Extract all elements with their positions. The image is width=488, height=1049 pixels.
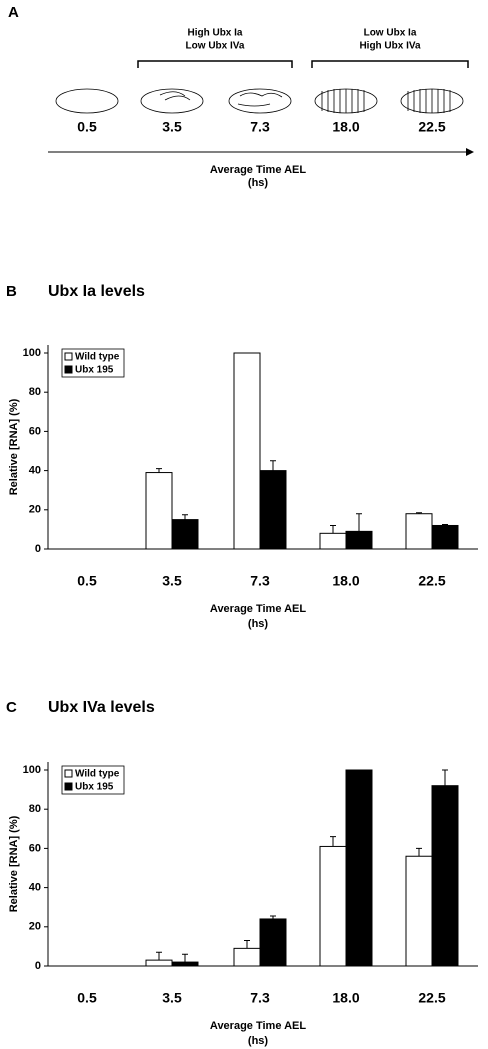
panel-label: A [8,4,19,21]
bracket [137,60,293,68]
y-axis-label: Relative [RNA] (%) [8,398,20,495]
embryo-detail [159,91,191,101]
error-bar [442,769,448,786]
chart-title: Ubx Ia levels [48,283,145,300]
bar [345,530,373,550]
error-bar [270,915,276,919]
group-label: High Ubx Ia [187,28,242,39]
bar [345,769,373,967]
x-axis-label: (hs) [248,618,269,630]
time-label: 3.5 [162,119,182,135]
embryo-segments [407,89,451,113]
error-bar [330,836,336,847]
chart-title: Ubx IVa levels [48,699,155,716]
bar [233,947,261,967]
y-tick-label: 60 [29,842,41,854]
bracket [311,60,469,68]
error-bar [270,460,276,471]
bar [431,524,459,550]
y-tick-label: 80 [29,386,41,398]
group-label: Low Ubx IVa [186,41,245,52]
y-tick-label: 100 [23,347,41,359]
error-bar [156,951,162,961]
legend-swatch [64,769,73,778]
axis-label: (hs) [248,177,269,189]
panel-label: B [6,283,17,300]
bar [405,855,433,967]
legend-swatch [64,365,73,374]
bar [431,785,459,967]
x-tick-label: 3.5 [162,990,182,1006]
embryo [140,88,204,114]
y-tick-label: 0 [35,960,41,972]
x-axis-label: Average Time AEL [210,1020,306,1032]
y-tick-label: 100 [23,764,41,776]
legend-label: Wild type [75,769,120,780]
embryo [55,88,119,114]
x-tick-label: 22.5 [418,573,445,589]
x-axis-label: Average Time AEL [210,603,306,615]
x-tick-label: 18.0 [332,573,359,589]
axis-label: Average Time AEL [210,164,306,176]
error-bar [182,514,188,520]
y-axis-label: Relative [RNA] (%) [8,815,20,912]
y-tick-label: 40 [29,465,41,477]
error-bar [330,524,336,534]
bar [145,959,173,967]
error-bar [356,513,362,532]
embryos [55,88,464,114]
time-label: 22.5 [418,119,445,135]
x-tick-label: 18.0 [332,990,359,1006]
bar [405,513,433,550]
bar [319,532,347,550]
bar [259,918,287,967]
legend-swatch [64,352,73,361]
bar [145,472,173,550]
error-bar [182,953,188,963]
group-label: Low Ubx Ia [364,28,417,39]
group-label: High Ubx IVa [359,41,421,52]
x-tick-label: 0.5 [77,990,97,1006]
error-bar [416,512,422,514]
y-tick-label: 20 [29,921,41,933]
bar [319,845,347,967]
x-axis-label: (hs) [248,1035,269,1047]
embryo-detail [237,92,283,107]
embryo-segments [321,89,365,113]
bar [171,961,199,967]
x-tick-label: 3.5 [162,573,182,589]
bar [259,470,287,550]
time-label: 18.0 [332,119,359,135]
x-tick-label: 7.3 [250,990,270,1006]
legend-label: Ubx 195 [75,365,114,376]
legend-box [61,348,125,378]
legend-swatch [64,782,73,791]
legend-label: Ubx 195 [75,782,114,793]
legend-label: Wild type [75,352,120,363]
time-label: 7.3 [250,119,270,135]
y-tick-label: 40 [29,882,41,894]
bar [171,519,199,550]
y-tick-label: 20 [29,504,41,516]
error-bar [416,847,422,857]
error-bar [156,468,162,473]
arrow-head [466,148,474,156]
time-label: 0.5 [77,119,97,135]
y-tick-label: 60 [29,425,41,437]
error-bar [244,940,250,949]
panel-label: C [6,699,17,716]
y-tick-label: 80 [29,803,41,815]
x-tick-label: 22.5 [418,990,445,1006]
x-tick-label: 7.3 [250,573,270,589]
x-tick-label: 0.5 [77,573,97,589]
legend-box [61,765,125,795]
embryo [228,88,292,114]
bar [233,352,261,550]
y-tick-label: 0 [35,543,41,555]
error-bar [442,524,448,526]
